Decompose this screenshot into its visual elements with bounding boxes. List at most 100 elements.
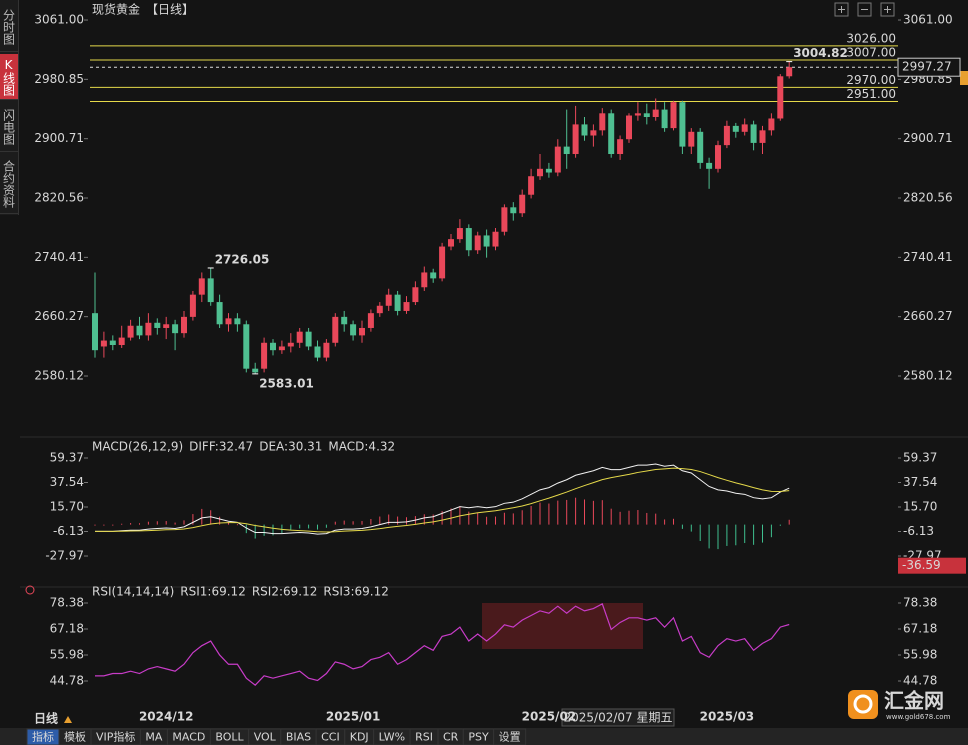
candle-body <box>118 337 125 345</box>
candle-body <box>448 239 454 247</box>
candle-body <box>510 207 517 214</box>
y-tick-label-left: 78.38 <box>50 596 84 610</box>
sidebar-tab-active[interactable]: K线图 <box>0 54 18 100</box>
toolbar-tab[interactable]: KDJ <box>350 731 369 744</box>
sidebar-tab[interactable]: 闪电图 <box>0 102 18 152</box>
candle-body <box>287 342 294 347</box>
candle-body <box>456 228 463 240</box>
macd-bar <box>744 524 746 544</box>
toolbar-tab[interactable]: RSI <box>415 731 433 744</box>
candle-body <box>634 113 641 116</box>
macd-bar <box>548 503 550 525</box>
toolbar-tab[interactable]: VOL <box>254 731 277 744</box>
macd-bar <box>503 512 505 525</box>
legend-entry: DEA:30.31 <box>259 440 322 454</box>
candle-body <box>617 139 624 155</box>
candle-body <box>145 322 152 336</box>
y-tick-label-left: 2580.12 <box>34 369 84 383</box>
y-tick-label: 2740.41 <box>903 250 953 264</box>
toolbar-tab[interactable]: 设置 <box>499 731 521 744</box>
candle-body <box>545 168 552 173</box>
level-label: 3026.00 <box>846 31 896 45</box>
macd-bar <box>592 500 594 525</box>
y-tick-label: 2660.27 <box>903 309 953 323</box>
candle-body <box>430 272 437 279</box>
toolbar-tab[interactable]: VIP指标 <box>96 730 135 744</box>
macd-bar <box>441 511 443 525</box>
indicator-line <box>95 603 790 686</box>
extreme-label: 2726.05 <box>215 252 270 266</box>
toolbar-tab[interactable]: PSY <box>468 731 489 744</box>
macd-bar <box>619 511 621 525</box>
toolbar-tab[interactable]: MACD <box>172 731 205 744</box>
candle-body <box>626 115 632 140</box>
logo-mark <box>853 694 873 714</box>
toolbar-tab-bg[interactable] <box>493 728 527 745</box>
candle-body <box>483 235 490 247</box>
x-tick-label: 2024/12 <box>139 710 193 724</box>
toolbar-tab[interactable]: LW% <box>379 731 405 744</box>
period-arrow[interactable] <box>64 716 72 723</box>
candle-body <box>394 294 401 311</box>
macd-bar <box>228 521 229 525</box>
y-tick-label: 59.37 <box>903 451 937 465</box>
toolbar-tab[interactable]: CR <box>443 731 459 744</box>
candle-body <box>554 146 561 173</box>
candle-body <box>537 168 543 177</box>
panel-title: RSI(14,14,14) <box>92 585 174 599</box>
candle-body <box>270 342 276 351</box>
candle-body <box>706 162 713 169</box>
macd-bar <box>557 500 559 525</box>
candle-body <box>127 325 134 338</box>
y-tick-label-left: 55.98 <box>50 648 84 662</box>
candle-body <box>439 246 446 279</box>
toolbar-tab[interactable]: 模板 <box>64 730 86 744</box>
candle-body <box>474 235 481 251</box>
candle-body <box>741 124 748 132</box>
y-tick-label: 78.38 <box>903 596 937 610</box>
toolbar-tab[interactable]: BOLL <box>215 731 244 744</box>
macd-bar <box>361 521 363 525</box>
toolbar-tab[interactable]: 指标 <box>32 730 54 744</box>
level-label: 2951.00 <box>846 87 896 101</box>
y-tick-label: 55.98 <box>903 648 937 662</box>
y-tick-label-left: -27.97 <box>45 549 84 563</box>
macd-bar <box>147 521 149 525</box>
logo-url: www.gold678.com <box>886 713 951 721</box>
candle-body <box>332 316 339 343</box>
macd-bar <box>370 519 372 525</box>
macd-bar <box>299 524 301 529</box>
y-tick-label-left: 2740.41 <box>34 250 84 264</box>
macd-bar <box>735 524 737 546</box>
toolbar-tab[interactable]: MA <box>145 731 162 744</box>
candle-body <box>679 102 686 147</box>
last-price-label: 2997.27 <box>902 60 952 74</box>
last-price-box <box>897 57 961 77</box>
macd-bar <box>779 524 781 526</box>
candle-body <box>670 102 677 129</box>
y-tick-label-left: 2660.27 <box>34 309 84 323</box>
candle-body <box>528 176 535 195</box>
candle-body <box>367 313 374 328</box>
period-label[interactable]: 日线 <box>34 711 58 726</box>
toolbar-icons[interactable] <box>834 2 895 17</box>
y-tick-label-left: 2980.85 <box>34 72 84 86</box>
toolbar-tab[interactable]: BIAS <box>286 731 311 744</box>
candle-body <box>189 294 196 317</box>
x-tick-label: 2025/02 <box>522 710 576 724</box>
macd-bar <box>317 524 318 530</box>
legend-entry: RSI2:69.12 <box>252 585 318 599</box>
candle-body <box>278 346 285 351</box>
candle-body <box>252 368 259 373</box>
y-tick-label: 3061.00 <box>903 13 953 27</box>
settings-icon[interactable] <box>25 585 35 595</box>
sidebar-tab[interactable]: 分时图 <box>0 2 18 52</box>
candle-body <box>385 294 392 306</box>
candle-body <box>359 327 365 336</box>
candle-body <box>572 124 579 155</box>
sidebar-tab[interactable]: 合约资料 <box>0 154 18 214</box>
tooltip-box <box>561 708 675 727</box>
toolbar-tab[interactable]: CCI <box>321 731 340 744</box>
macd-bar <box>210 510 212 525</box>
macd-bar <box>575 497 577 525</box>
